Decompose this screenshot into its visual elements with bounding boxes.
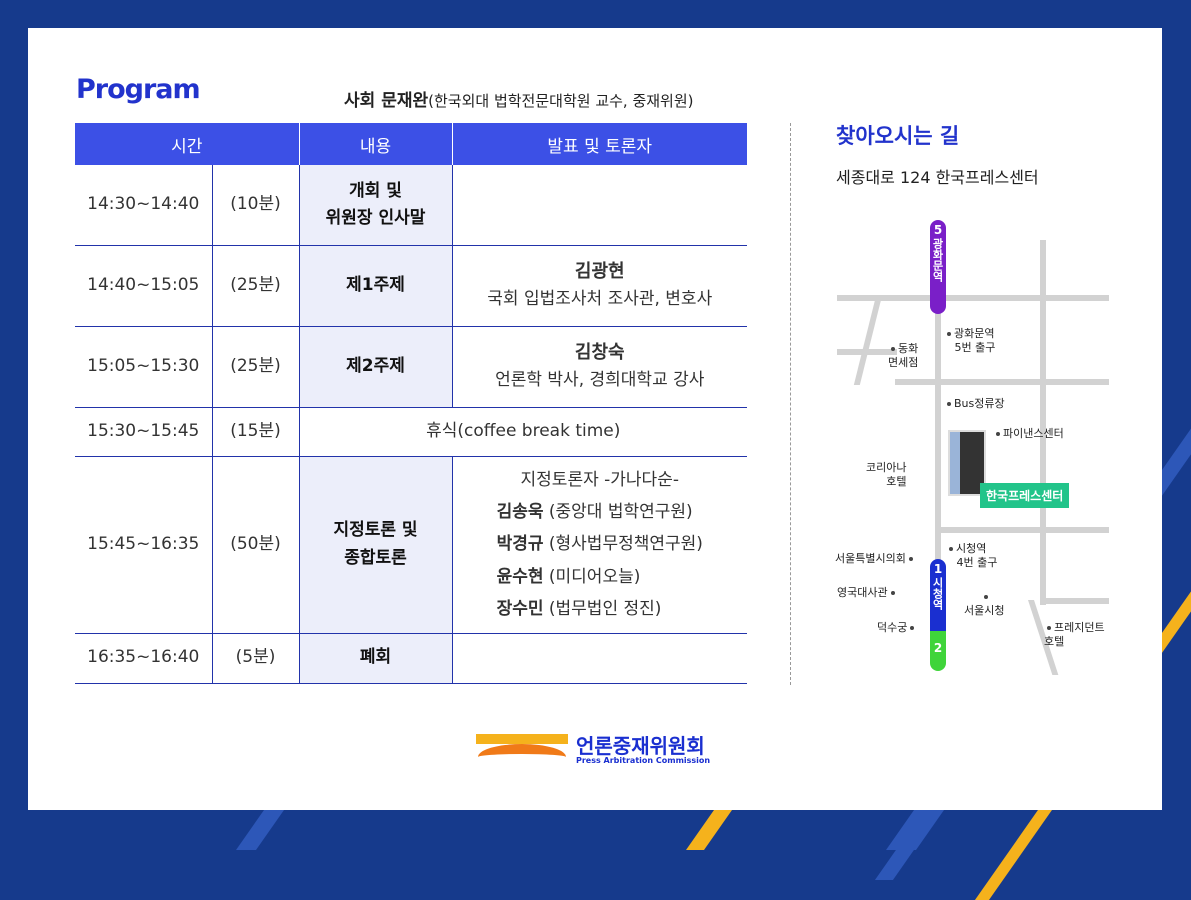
table-row: 14:40~15:05 (25분) 제1주제 김광현 국회 입법조사처 조사관, … (75, 245, 747, 327)
col-content: 내용 (298, 123, 452, 165)
table-row: 16:35~16:40 (5분) 폐회 (75, 633, 747, 684)
page-title: Program (76, 74, 201, 105)
col-speaker: 발표 및 토론자 (451, 123, 747, 165)
table-row: 15:05~15:30 (25분) 제2주제 김창숙 언론학 박사, 경희대학교 … (75, 326, 747, 408)
map-title: 찾아오시는 길 (836, 124, 960, 148)
map-address: 세종대로 124 한국프레스센터 (836, 168, 1039, 187)
divider (790, 123, 791, 685)
table-row: 15:30~15:45 (15분) 휴식(coffee break time) (75, 407, 747, 457)
program-table: 시간 내용 발표 및 토론자 14:30~14:40 (10분) 개회 및 위원… (75, 123, 747, 684)
press-center-building-icon (948, 430, 986, 496)
station-cityhall: 1 시청역 (930, 559, 946, 631)
col-time: 시간 (75, 123, 299, 165)
press-center-label: 한국프레스센터 (980, 483, 1070, 508)
table-row: 14:30~14:40 (10분) 개회 및 위원장 인사말 (75, 165, 747, 246)
moderator: 사회 문재완(한국외대 법학전문대학원 교수, 중재위원) (344, 91, 694, 111)
table-row: 15:45~16:35 (50분) 지정토론 및 종합토론 지정토론자 -가나다… (75, 456, 747, 634)
station-gwanghwamun: 5 광화문역 (930, 220, 946, 314)
